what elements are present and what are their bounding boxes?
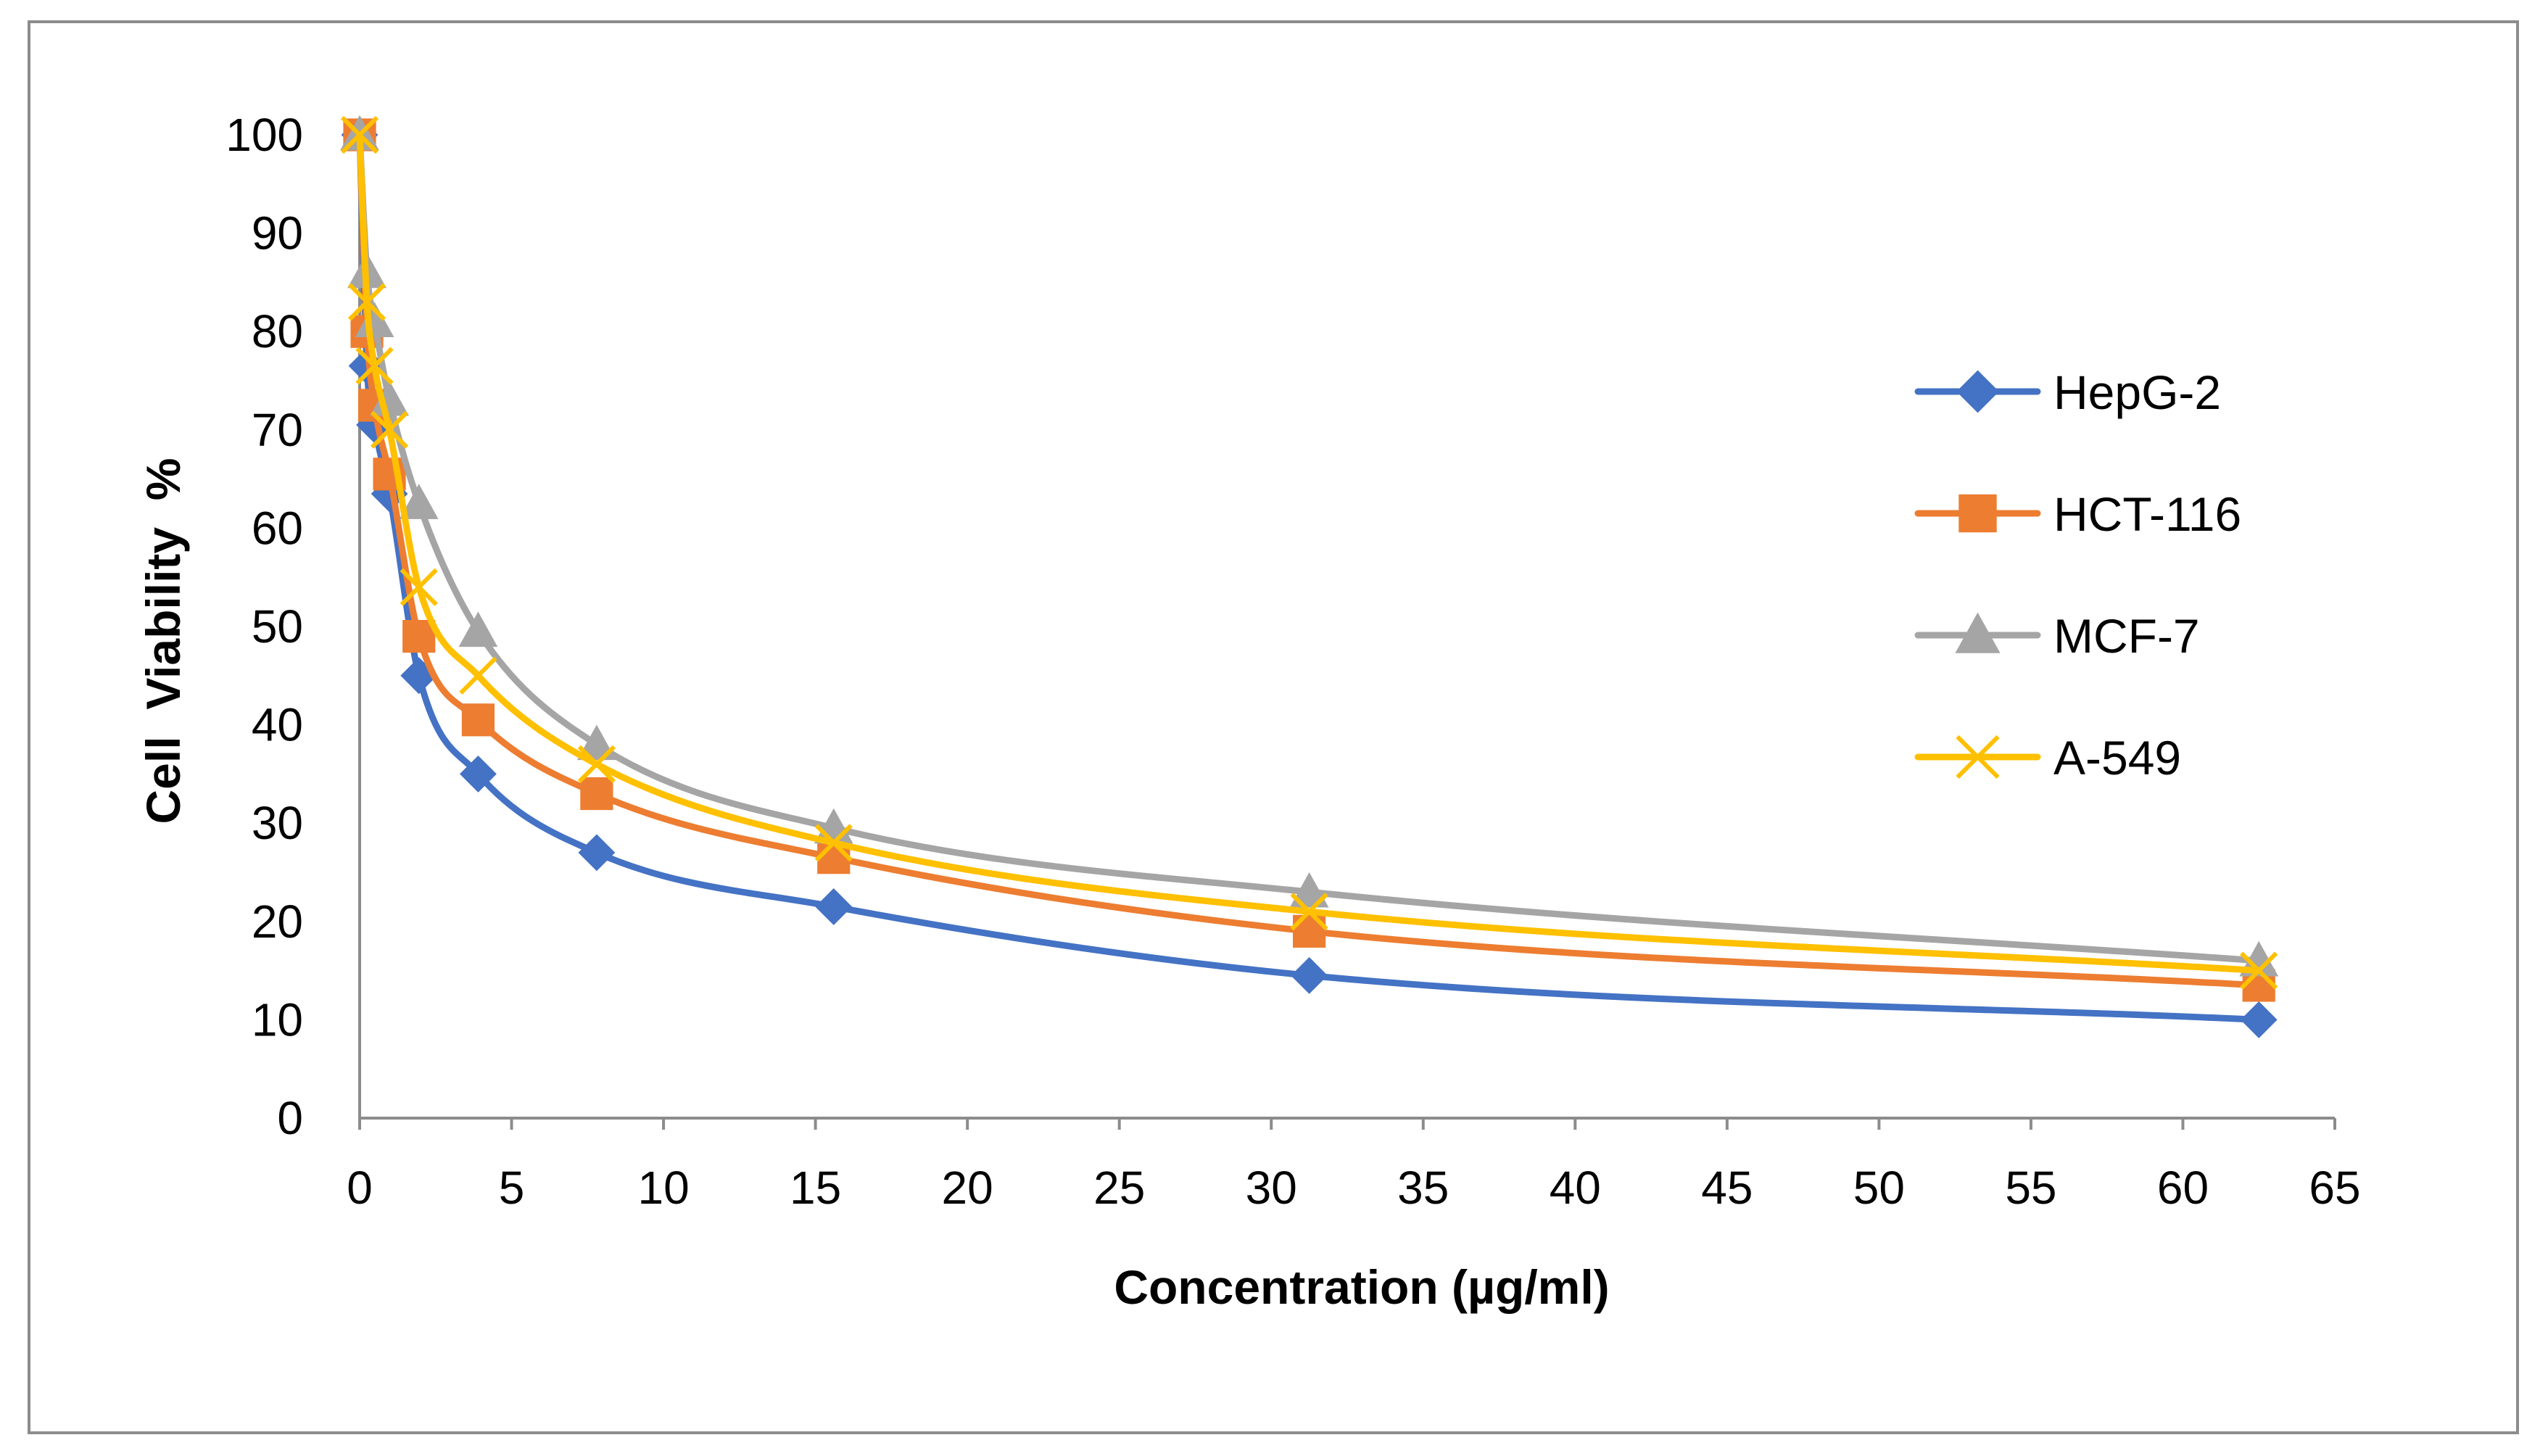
data-point bbox=[1290, 893, 1328, 931]
data-point bbox=[576, 724, 616, 761]
data-point bbox=[402, 619, 436, 653]
chart-frame bbox=[28, 20, 2519, 1434]
series-line bbox=[356, 131, 2262, 989]
x-axis-title: Concentration (µg/ml) bbox=[1114, 1260, 1609, 1314]
y-tick-label: 60 bbox=[252, 502, 303, 554]
y-tick-label: 30 bbox=[252, 797, 303, 849]
legend: HepG-2 HCT-116 MCF-7 A-549 bbox=[1914, 365, 2241, 785]
y-axis-ticks: 0 10 20 30 40 50 60 70 80 90 100 bbox=[226, 109, 303, 1144]
series-layer bbox=[340, 115, 2279, 1038]
data-point bbox=[577, 745, 616, 783]
legend-item: HCT-116 bbox=[1914, 487, 2241, 541]
y-tick-label: 90 bbox=[252, 207, 303, 260]
data-point bbox=[814, 824, 853, 862]
y-tick-label: 20 bbox=[252, 895, 303, 948]
data-point bbox=[815, 888, 853, 925]
series-a-549 bbox=[340, 115, 2278, 990]
x-tick-label: 60 bbox=[2157, 1162, 2209, 1214]
x-tick-label: 0 bbox=[347, 1162, 373, 1214]
x-tick-label: 5 bbox=[499, 1162, 525, 1214]
axes: 0 5 10 15 20 25 30 35 40 45 50 55 60 65 0 10 20 30 40 50 60… bbox=[226, 109, 2360, 1214]
x-tick-label: 45 bbox=[1701, 1162, 1753, 1214]
data-point bbox=[370, 410, 409, 449]
legend-label: HepG-2 bbox=[2053, 365, 2221, 419]
legend-label: A-549 bbox=[2053, 731, 2181, 785]
data-point bbox=[461, 703, 495, 737]
x-tick-label: 20 bbox=[942, 1162, 993, 1214]
y-tick-label: 10 bbox=[252, 993, 303, 1046]
x-tick-label: 65 bbox=[2309, 1162, 2360, 1214]
legend-item: A-549 bbox=[1914, 731, 2181, 785]
data-point bbox=[2240, 1001, 2278, 1038]
series-line bbox=[356, 131, 2262, 975]
series-line bbox=[356, 131, 2262, 964]
y-tick-label: 70 bbox=[252, 404, 303, 456]
data-point bbox=[2240, 951, 2278, 990]
y-tick-label: 80 bbox=[252, 305, 303, 357]
data-point bbox=[458, 611, 498, 648]
data-point bbox=[459, 656, 497, 695]
data-point bbox=[460, 755, 497, 793]
legend-label: MCF-7 bbox=[2053, 609, 2200, 663]
y-tick-label: 100 bbox=[226, 109, 303, 161]
x-tick-label: 50 bbox=[1853, 1162, 1905, 1214]
data-point bbox=[580, 777, 613, 811]
legend-marker bbox=[1958, 494, 1997, 533]
legend-item: HepG-2 bbox=[1914, 365, 2221, 419]
data-point bbox=[355, 347, 394, 385]
legend-marker bbox=[1956, 735, 2000, 779]
legend-label: HCT-116 bbox=[2053, 487, 2241, 541]
x-tick-label: 25 bbox=[1093, 1162, 1145, 1214]
x-tick-label: 15 bbox=[790, 1162, 841, 1214]
legend-marker bbox=[1955, 612, 2001, 653]
x-tick-label: 40 bbox=[1550, 1162, 1601, 1214]
y-tick-label: 40 bbox=[252, 699, 303, 751]
legend-marker bbox=[1956, 370, 1999, 413]
data-point bbox=[1291, 956, 1328, 994]
data-point bbox=[400, 568, 438, 606]
x-tick-label: 10 bbox=[637, 1162, 689, 1214]
data-point bbox=[340, 115, 379, 154]
y-tick-label: 0 bbox=[277, 1092, 303, 1144]
data-point bbox=[347, 283, 386, 321]
x-tick-label: 35 bbox=[1397, 1162, 1449, 1214]
data-point bbox=[578, 834, 616, 872]
y-tick-label: 50 bbox=[252, 600, 303, 653]
x-axis-ticks: 0 5 10 15 20 25 30 35 40 45 50 55 60 65 bbox=[347, 1118, 2361, 1214]
y-axis-title: Cell Viability % bbox=[136, 458, 190, 824]
series-mcf-7 bbox=[340, 115, 2279, 977]
data-point bbox=[399, 484, 439, 519]
data-point bbox=[1289, 872, 1329, 908]
legend-item: MCF-7 bbox=[1914, 609, 2200, 663]
x-tick-label: 30 bbox=[1246, 1162, 1297, 1214]
x-tick-label: 55 bbox=[2005, 1162, 2056, 1214]
